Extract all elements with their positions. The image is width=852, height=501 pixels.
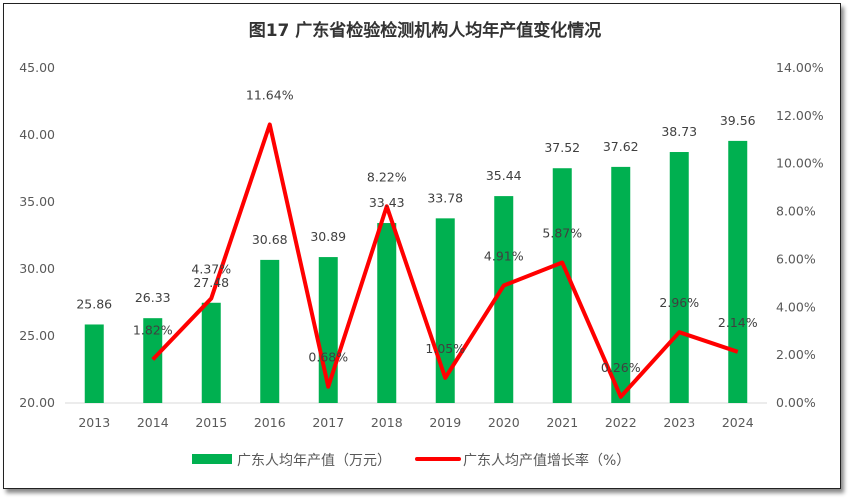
bar-data-label: 37.62 [603,139,639,154]
y-right-tick: 14.00% [776,60,824,75]
y-left-tick: 40.00 [19,127,55,142]
chart-frame [3,3,841,489]
x-tick: 2021 [546,415,578,430]
chart-title: 图17 广东省检验检测机构人均年产值变化情况 [249,20,602,41]
x-tick: 2017 [312,415,344,430]
y-right-tick: 6.00% [776,251,816,266]
line-data-label: 4.37% [191,261,231,276]
bar [201,302,221,403]
x-tick: 2023 [663,415,695,430]
bar [377,223,397,403]
bar [260,259,280,403]
bar [669,152,689,403]
y-left-tick: 25.00 [19,328,55,343]
line-data-label: 5.87% [542,226,582,241]
legend-line-label: 广东人均产值增长率（%） [463,452,630,469]
y-right-tick: 12.00% [776,108,824,123]
y-right-tick: 4.00% [776,299,816,314]
bar-data-label: 39.56 [720,113,756,128]
y-right-tick: 2.00% [776,347,816,362]
line-data-label: 1.05% [425,341,465,356]
bar-data-label: 27.48 [193,275,229,290]
line-data-label: 1.82% [133,322,173,337]
bar-data-label: 33.78 [427,190,463,205]
bar-data-label: 38.73 [661,124,697,139]
bar-data-label: 33.43 [369,195,405,210]
x-tick: 2015 [195,415,227,430]
bar-data-label: 25.86 [76,296,112,311]
x-tick: 2013 [78,415,110,430]
bar-data-label: 35.44 [486,168,522,183]
legend-bar-swatch [192,454,232,464]
bar [494,196,514,403]
y-right-tick: 10.00% [776,156,824,171]
line-data-label: 0.26% [601,360,641,375]
bar-data-label: 37.52 [544,140,580,155]
line-data-label: 2.14% [718,315,758,330]
line-data-label: 0.68% [308,350,348,365]
bar [611,166,631,403]
bar [84,324,104,403]
x-tick: 2022 [605,415,637,430]
line-data-label: 11.64% [246,87,294,102]
bar [435,218,455,403]
bar [552,168,572,403]
line-data-label: 2.96% [659,295,699,310]
x-tick: 2018 [371,415,403,430]
legend-bar-label: 广东人均年产值（万元） [237,453,391,469]
bar-data-label: 26.33 [135,290,171,305]
y-right-tick: 0.00% [776,395,816,410]
x-tick: 2014 [137,415,169,430]
x-tick: 2020 [488,415,520,430]
x-tick: 2024 [722,415,754,430]
legend: 广东人均年产值（万元） 广东人均产值增长率（%） [192,452,630,469]
bar-data-label: 30.89 [310,229,346,244]
x-tick: 2016 [254,415,286,430]
line-data-label: 4.91% [484,249,524,264]
y-left-tick: 30.00 [19,261,55,276]
y-right-tick: 8.00% [776,204,816,219]
line-data-label: 8.22% [367,169,407,184]
x-tick: 2019 [429,415,461,430]
y-left-tick: 45.00 [19,60,55,75]
bar [143,318,163,403]
y-left-tick: 20.00 [19,395,55,410]
y-left-tick: 35.00 [19,194,55,209]
bar-data-label: 30.68 [252,232,288,247]
bar [728,140,748,403]
